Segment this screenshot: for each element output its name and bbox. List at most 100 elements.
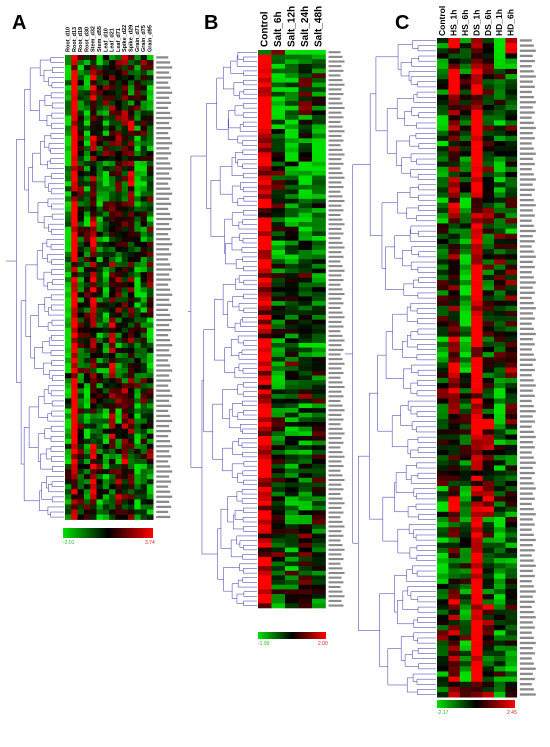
heatmap-cell (494, 537, 506, 543)
heatmap-cell (258, 566, 272, 572)
heatmap-cell (77, 236, 85, 243)
heatmap-cell (459, 89, 472, 95)
heatmap-cell (482, 115, 495, 121)
dendrogram-branch (413, 488, 436, 497)
heatmap-cell (77, 231, 85, 238)
heatmap-cell (271, 440, 286, 446)
heatmap-cell (134, 166, 141, 172)
row-label-mark (519, 90, 532, 94)
heatmap-cell (71, 236, 78, 243)
heatmap-cell (83, 428, 91, 435)
heatmap-cell (258, 552, 272, 558)
heatmap-cell (109, 110, 116, 116)
dendrogram-branch (42, 341, 52, 354)
row-label-mark (519, 317, 535, 320)
heatmap-cell (77, 443, 85, 450)
heatmap-cell (102, 100, 110, 106)
heatmap-cell (109, 494, 116, 500)
heatmap-cell (298, 301, 313, 307)
heatmap-cell (494, 656, 506, 662)
heatmap-cell (96, 358, 104, 364)
heatmap-cell (448, 130, 461, 137)
heatmap-cell (96, 398, 104, 404)
heatmap-cell (494, 259, 506, 265)
heatmap-cell (285, 203, 299, 209)
heatmap-cell (459, 398, 472, 404)
heatmap-cell (102, 332, 110, 339)
row-label-mark (328, 251, 342, 254)
heatmap-cell (109, 317, 116, 323)
heatmap-cell (258, 189, 272, 195)
heatmap-cell (271, 273, 286, 279)
dendrogram-branch (242, 219, 257, 225)
heatmap-cell (471, 609, 483, 616)
heatmap-cell (448, 692, 461, 698)
row-label-mark (519, 312, 533, 315)
heatmap-cell (83, 105, 91, 111)
heatmap-cell (271, 301, 286, 307)
heatmap-cell (271, 524, 286, 530)
heatmap-cell (494, 135, 506, 142)
heatmap-cell (448, 269, 461, 276)
row-label-mark (156, 253, 172, 256)
heatmap-cell (482, 609, 495, 616)
row-label-mark (328, 460, 342, 463)
heatmap-cell (140, 120, 148, 126)
row-label-mark (156, 399, 170, 402)
heatmap-cell (471, 79, 483, 85)
heatmap-cell (146, 85, 154, 91)
heatmap-cell (482, 413, 495, 420)
heatmap-cell (128, 60, 135, 66)
heatmap-cell (298, 268, 313, 274)
heatmap-cell (146, 251, 154, 258)
column-label: Spike_d29 (129, 25, 135, 52)
heatmap-cell (109, 484, 116, 490)
heatmap-cell (102, 216, 110, 222)
heatmap-cell (121, 413, 129, 419)
heatmap-cell (121, 307, 129, 313)
heatmap-cell (448, 383, 461, 389)
row-label-mark (328, 204, 342, 207)
heatmap-cell (505, 146, 518, 152)
heatmap-cell (505, 141, 518, 147)
heatmap-cell (494, 79, 506, 85)
heatmap-cell (459, 645, 472, 652)
heatmap-cell (65, 251, 72, 258)
heatmap-cell (128, 489, 135, 495)
heatmap-cell (471, 419, 483, 425)
heatmap-cell (146, 55, 154, 61)
dendrogram-branch (51, 269, 64, 275)
heatmap-cell (140, 282, 148, 288)
heatmap-cell (121, 479, 129, 485)
dendrogram-branch (206, 103, 217, 209)
heatmap-cell (471, 347, 483, 353)
heatmap-cell (71, 292, 78, 298)
heatmap-cell (134, 378, 141, 384)
heatmap-cell (298, 287, 313, 293)
row-label-mark (519, 446, 535, 449)
heatmap-cell (109, 352, 116, 359)
heatmap-cell (471, 635, 483, 641)
dendrogram-branch (48, 183, 64, 192)
heatmap-cell (121, 186, 129, 192)
heatmap-cell (140, 150, 148, 157)
heatmap-cell (482, 249, 495, 255)
heatmap-cell (90, 251, 97, 258)
heatmap-cell (258, 449, 272, 455)
heatmap-cell (448, 604, 461, 610)
dendrogram-branch (51, 410, 64, 417)
heatmap-cell (134, 272, 141, 278)
dendrogram-branch (402, 250, 412, 267)
heatmap-cell (271, 580, 286, 586)
row-label-mark (328, 367, 342, 370)
heatmap-cell (271, 375, 286, 381)
heatmap-cell (471, 583, 483, 590)
heatmap-cell (271, 398, 286, 404)
heatmap-cell (128, 176, 135, 182)
heatmap-cell (102, 140, 110, 147)
dendrogram-branch (48, 223, 64, 232)
heatmap-cell (494, 38, 506, 44)
heatmap-cell (146, 363, 154, 369)
heatmap-cell (96, 282, 104, 288)
heatmap-cell (77, 352, 85, 359)
